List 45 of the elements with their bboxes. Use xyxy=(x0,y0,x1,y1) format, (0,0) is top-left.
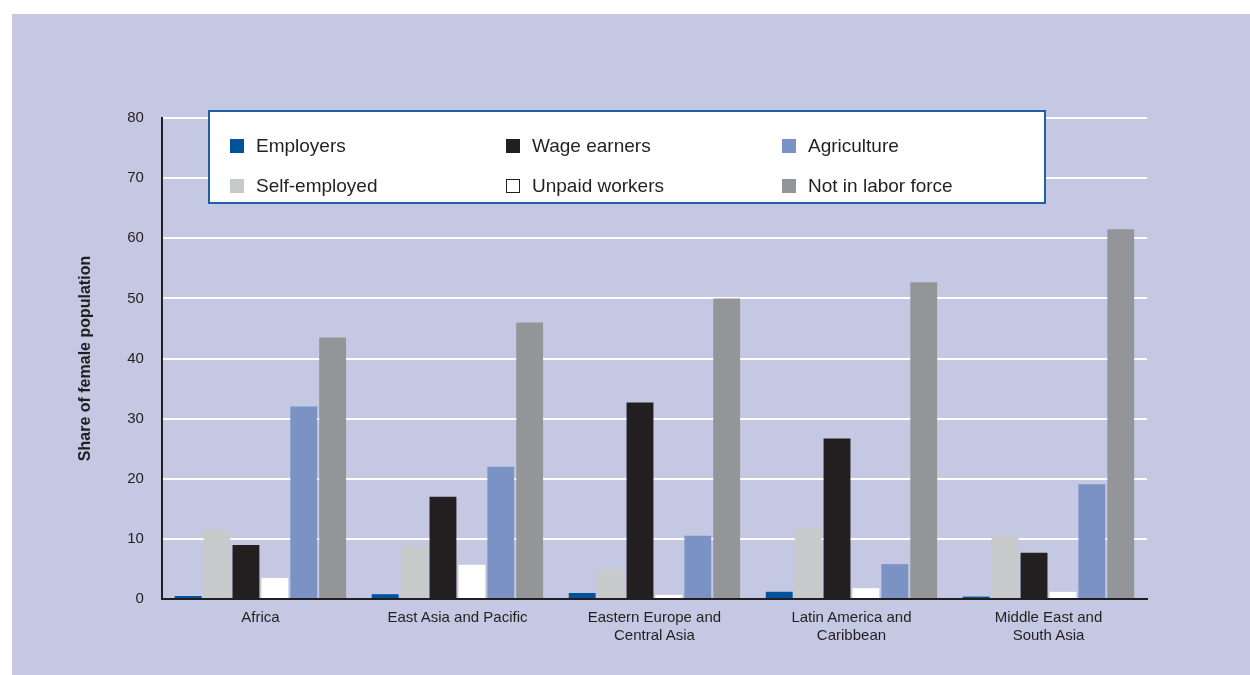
bar xyxy=(713,298,741,598)
y-tick-label: 80 xyxy=(127,108,144,126)
bar xyxy=(597,568,625,598)
bar xyxy=(568,592,596,598)
bar xyxy=(400,546,428,598)
y-tick-label: 0 xyxy=(135,589,144,607)
y-tick-label: 40 xyxy=(127,348,144,366)
bar xyxy=(290,406,318,598)
y-axis-title: Share of female population xyxy=(76,255,94,462)
bar xyxy=(1078,484,1106,598)
bar xyxy=(794,528,822,598)
bar xyxy=(458,564,486,598)
bar xyxy=(174,595,202,598)
bar xyxy=(487,466,515,598)
y-tick-label: 70 xyxy=(127,168,144,186)
y-tick-label: 30 xyxy=(127,408,144,426)
bar xyxy=(684,535,712,598)
x-tick-label: East Asia and Pacific xyxy=(387,608,528,626)
bar xyxy=(910,282,938,598)
bar xyxy=(1107,229,1135,598)
bar xyxy=(881,564,909,598)
x-tick-label: Middle East and South Asia xyxy=(994,608,1103,644)
bar xyxy=(319,337,347,598)
bar xyxy=(852,588,880,598)
x-tick-label: Eastern Europe and Central Asia xyxy=(587,608,722,644)
x-tick-label: Latin America and Caribbean xyxy=(791,608,912,644)
bar xyxy=(371,594,399,598)
legend-label: Agriculture xyxy=(808,135,899,157)
bar xyxy=(655,594,683,598)
y-tick-label: 10 xyxy=(127,529,144,547)
legend-label: Unpaid workers xyxy=(532,175,664,197)
x-tick-label: Africa xyxy=(241,608,281,626)
bar xyxy=(1049,591,1077,598)
bar xyxy=(261,577,289,598)
legend-label: Self-employed xyxy=(256,175,378,197)
bar xyxy=(991,535,1019,598)
y-tick-label: 50 xyxy=(127,288,144,306)
y-tick-label: 60 xyxy=(127,228,144,246)
legend-label: Not in labor force xyxy=(808,175,953,197)
legend-label: Wage earners xyxy=(532,135,651,157)
bar xyxy=(765,591,793,598)
y-tick-label: 20 xyxy=(127,468,144,486)
bar xyxy=(516,322,544,598)
legend-label: Employers xyxy=(256,135,346,157)
bar xyxy=(203,529,231,598)
